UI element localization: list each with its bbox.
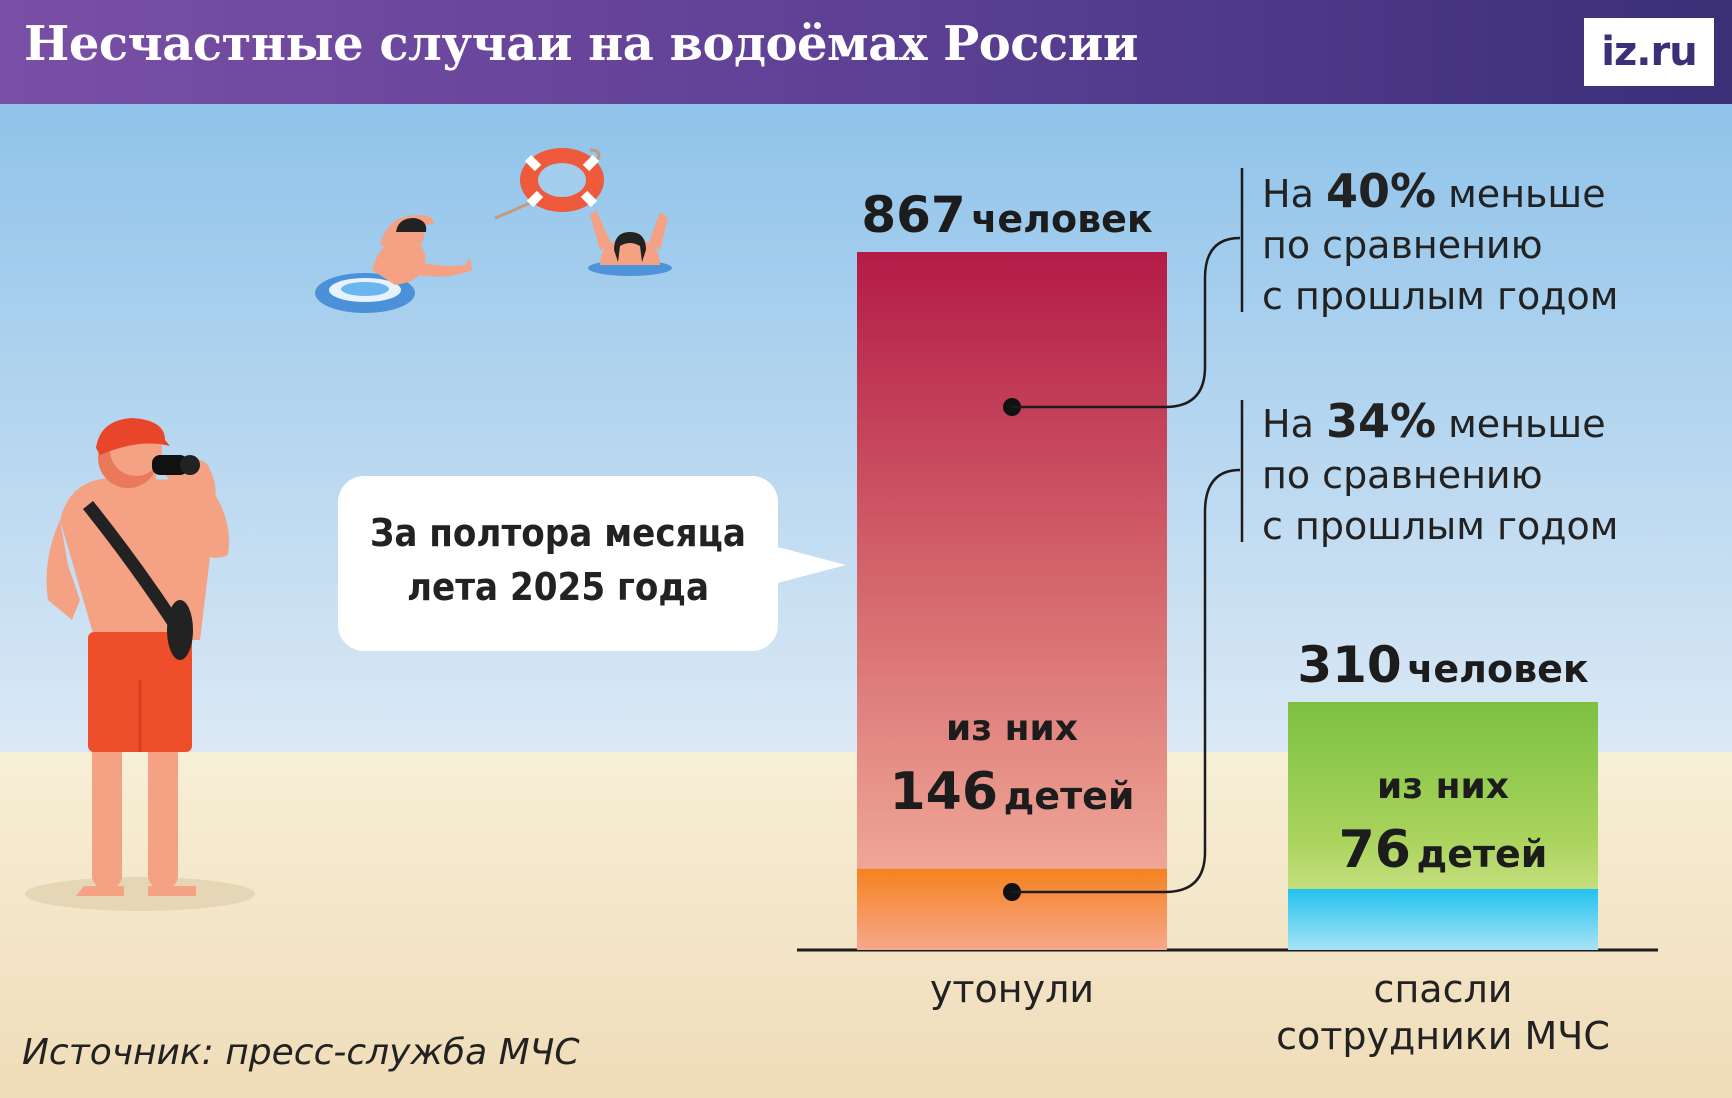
children-unit-rescued: детей [1416,832,1548,876]
children-unit-drowned: детей [1003,774,1135,818]
brand-logo[interactable]: iz.ru [1584,18,1714,86]
annotation-40-prefix: На [1262,172,1326,216]
children-label-rescued: 76 детей [1288,820,1598,880]
value-unit-drowned: человек [971,197,1153,241]
value-label-rescued: 310 человек [1288,636,1598,694]
bar-drowned-children [857,868,1167,950]
callout-connector-34 [1003,400,1244,901]
children-number-rescued: 76 [1338,820,1411,880]
children-label-drowned: 146 детей [857,762,1167,822]
annotation-34-prefix: На [1262,402,1326,446]
annotation-34-line-3: с прошлым годом [1262,504,1619,548]
annotation-40-suffix: меньше [1436,172,1606,216]
children-number-drowned: 146 [889,762,999,822]
annotation-40-line-3: с прошлым годом [1262,274,1619,318]
source-note: Источник: пресс-служба МЧС [22,1032,580,1073]
annotation-40-value: 40% [1325,164,1437,218]
lifeguard-illustration [25,418,255,911]
lifebuoy-illustration [494,148,604,220]
category-rescued-line-1: спасли [1373,967,1513,1011]
annotation-34: На 34% меньше по сравнению с прошлым год… [1262,396,1618,552]
annotation-34-suffix: меньше [1436,402,1606,446]
value-number-drowned: 867 [861,186,966,244]
children-prefix-rescued: из них [1377,766,1509,807]
speech-bubble-text: За полтора месяца лета 2025 года [338,506,778,614]
value-label-drowned: 867 человек [857,186,1157,244]
drowning-person-illustration [588,210,672,276]
speech-bubble [338,476,778,651]
page-title: Несчастные случаи на водоёмах России [24,16,1138,72]
bar-drowned-total [857,252,1167,950]
value-number-rescued: 310 [1297,636,1402,694]
bar-rescued-children [1288,889,1598,950]
speech-bubble-tail [770,545,846,585]
category-label-drowned: утонули [857,966,1167,1013]
children-prefix-drowned: из них [946,708,1078,749]
annotation-40-line-2: по сравнению [1262,223,1543,267]
value-unit-rescued: человек [1407,647,1589,691]
callout-connector-40 [1003,168,1244,416]
bubble-line-2: лета 2025 года [406,565,710,609]
logo-text: iz.ru [1601,29,1697,75]
annotation-34-value: 34% [1325,394,1437,448]
annotation-40: На 40% меньше по сравнению с прошлым год… [1262,166,1618,322]
header-bar: Несчастные случаи на водоёмах России iz.… [0,0,1732,104]
annotation-34-line-2: по сравнению [1262,453,1543,497]
annotation-40-line-1: На 40% меньше [1262,166,1618,220]
category-label-rescued: спасли сотрудники МЧС [1243,966,1643,1060]
swimmer-illustration [315,215,472,313]
category-drowned-line-1: утонули [929,967,1095,1011]
bubble-line-1: За полтора месяца [370,511,746,555]
annotation-34-line-1: На 34% меньше [1262,396,1618,450]
category-rescued-line-2: сотрудники МЧС [1276,1014,1610,1058]
